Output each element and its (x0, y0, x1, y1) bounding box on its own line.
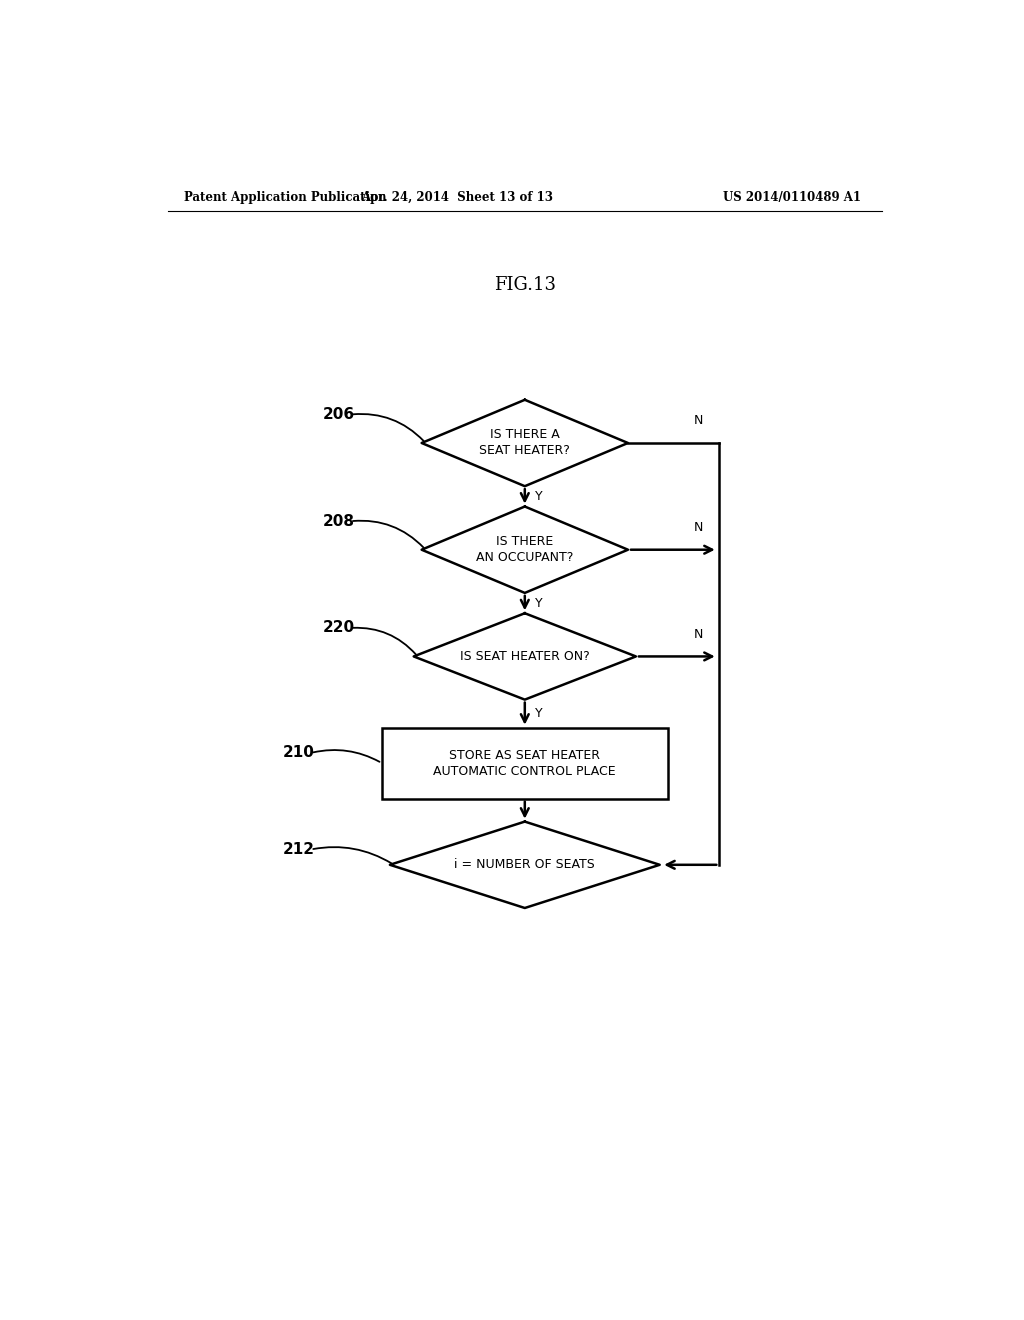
Text: IS SEAT HEATER ON?: IS SEAT HEATER ON? (460, 649, 590, 663)
Text: 206: 206 (323, 407, 354, 422)
Text: N: N (694, 521, 703, 533)
Text: 208: 208 (323, 513, 354, 529)
Text: i = NUMBER OF SEATS: i = NUMBER OF SEATS (455, 858, 595, 871)
Text: Apr. 24, 2014  Sheet 13 of 13: Apr. 24, 2014 Sheet 13 of 13 (361, 190, 553, 203)
Text: Y: Y (536, 597, 543, 610)
Text: N: N (694, 414, 703, 428)
Text: 212: 212 (283, 842, 314, 857)
Bar (382, 727, 668, 799)
Text: STORE AS SEAT HEATER
AUTOMATIC CONTROL PLACE: STORE AS SEAT HEATER AUTOMATIC CONTROL P… (433, 748, 616, 777)
Text: Y: Y (536, 708, 543, 721)
Text: N: N (694, 627, 703, 640)
Text: Patent Application Publication: Patent Application Publication (183, 190, 386, 203)
Text: IS THERE A
SEAT HEATER?: IS THERE A SEAT HEATER? (479, 429, 570, 458)
Text: FIG.13: FIG.13 (494, 276, 556, 294)
Text: 210: 210 (283, 746, 314, 760)
Text: Y: Y (536, 490, 543, 503)
Text: US 2014/0110489 A1: US 2014/0110489 A1 (723, 190, 861, 203)
Text: 220: 220 (323, 620, 354, 635)
Text: IS THERE
AN OCCUPANT?: IS THERE AN OCCUPANT? (476, 535, 573, 564)
